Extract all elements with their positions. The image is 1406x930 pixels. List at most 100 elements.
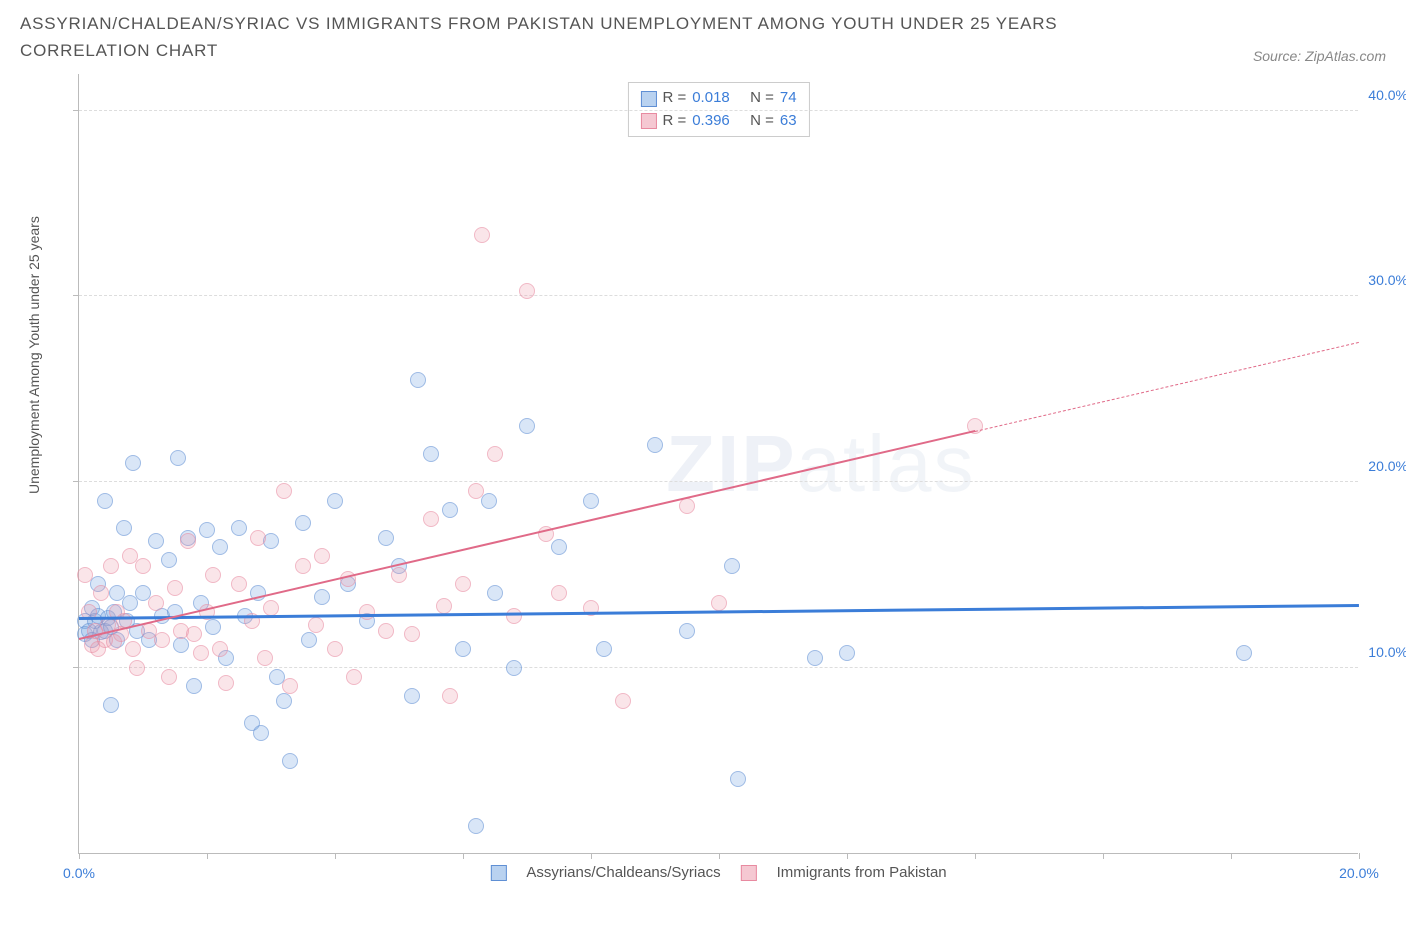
data-point-assyrians: [97, 493, 113, 509]
source-attribution: Source: ZipAtlas.com: [1253, 48, 1386, 64]
chart-title: ASSYRIAN/CHALDEAN/SYRIAC VS IMMIGRANTS F…: [20, 10, 1120, 64]
data-point-pakistan: [474, 227, 490, 243]
x-tick-label: 20.0%: [1339, 865, 1379, 881]
data-point-pakistan: [129, 660, 145, 676]
legend-swatch-blue: [490, 865, 506, 881]
x-tick-label: 0.0%: [63, 865, 95, 881]
data-point-assyrians: [186, 678, 202, 694]
legend-label-assyrians: Assyrians/Chaldeans/Syriacs: [526, 864, 720, 881]
data-point-assyrians: [807, 650, 823, 666]
data-point-assyrians: [442, 502, 458, 518]
data-point-pakistan: [218, 675, 234, 691]
x-tick: [335, 853, 336, 859]
data-point-assyrians: [468, 818, 484, 834]
legend-swatch-pink: [741, 865, 757, 881]
watermark: ZIPatlas: [666, 418, 975, 510]
data-point-pakistan: [193, 645, 209, 661]
data-point-pakistan: [125, 641, 141, 657]
data-point-pakistan: [378, 623, 394, 639]
data-point-assyrians: [205, 619, 221, 635]
data-point-pakistan: [487, 446, 503, 462]
data-point-assyrians: [199, 522, 215, 538]
data-point-assyrians: [103, 697, 119, 713]
data-point-pakistan: [276, 483, 292, 499]
trendline-dashed: [975, 342, 1359, 432]
data-point-pakistan: [93, 585, 109, 601]
x-tick: [1231, 853, 1232, 859]
data-point-pakistan: [77, 567, 93, 583]
stats-row-assyrians: R = 0.018 N = 74: [640, 87, 796, 110]
x-tick: [847, 853, 848, 859]
y-tick: [73, 481, 79, 482]
data-point-assyrians: [1236, 645, 1252, 661]
y-tick: [73, 295, 79, 296]
x-tick: [591, 853, 592, 859]
data-point-assyrians: [378, 530, 394, 546]
data-point-pakistan: [231, 576, 247, 592]
data-point-assyrians: [730, 771, 746, 787]
data-point-pakistan: [148, 595, 164, 611]
data-point-assyrians: [276, 693, 292, 709]
data-point-pakistan: [308, 617, 324, 633]
gridline-h: [79, 481, 1358, 482]
data-point-assyrians: [423, 446, 439, 462]
data-point-assyrians: [231, 520, 247, 536]
data-point-assyrians: [170, 450, 186, 466]
data-point-pakistan: [455, 576, 471, 592]
x-tick: [79, 853, 80, 859]
data-point-assyrians: [125, 455, 141, 471]
data-point-assyrians: [173, 637, 189, 653]
data-point-pakistan: [679, 498, 695, 514]
data-point-assyrians: [253, 725, 269, 741]
data-point-assyrians: [839, 645, 855, 661]
data-point-assyrians: [551, 539, 567, 555]
data-point-pakistan: [519, 283, 535, 299]
data-point-pakistan: [103, 558, 119, 574]
data-point-pakistan: [295, 558, 311, 574]
data-point-assyrians: [596, 641, 612, 657]
y-tick: [73, 110, 79, 111]
data-point-assyrians: [519, 418, 535, 434]
y-axis-label: Unemployment Among Youth under 25 years: [26, 217, 42, 495]
data-point-pakistan: [154, 632, 170, 648]
data-point-assyrians: [647, 437, 663, 453]
y-tick-label: 10.0%: [1368, 644, 1406, 660]
data-point-pakistan: [442, 688, 458, 704]
data-point-pakistan: [282, 678, 298, 694]
data-point-pakistan: [212, 641, 228, 657]
data-point-pakistan: [205, 567, 221, 583]
data-point-assyrians: [282, 753, 298, 769]
data-point-pakistan: [180, 533, 196, 549]
y-tick-label: 30.0%: [1368, 272, 1406, 288]
data-point-pakistan: [250, 530, 266, 546]
data-point-pakistan: [436, 598, 452, 614]
x-tick: [719, 853, 720, 859]
data-point-pakistan: [711, 595, 727, 611]
correlation-chart: Unemployment Among Youth under 25 years …: [20, 64, 1386, 904]
data-point-assyrians: [481, 493, 497, 509]
gridline-h: [79, 667, 1358, 668]
data-point-pakistan: [359, 604, 375, 620]
gridline-h: [79, 295, 1358, 296]
y-tick-label: 20.0%: [1368, 458, 1406, 474]
data-point-pakistan: [346, 669, 362, 685]
data-point-assyrians: [116, 520, 132, 536]
plot-area: ZIPatlas R = 0.018 N = 74 R = 0.396 N = …: [78, 74, 1358, 854]
data-point-pakistan: [327, 641, 343, 657]
data-point-assyrians: [583, 493, 599, 509]
data-point-assyrians: [301, 632, 317, 648]
data-point-assyrians: [212, 539, 228, 555]
data-point-pakistan: [506, 608, 522, 624]
data-point-pakistan: [186, 626, 202, 642]
data-point-assyrians: [404, 688, 420, 704]
data-point-assyrians: [148, 533, 164, 549]
data-point-pakistan: [404, 626, 420, 642]
data-point-pakistan: [257, 650, 273, 666]
data-point-pakistan: [468, 483, 484, 499]
y-tick: [73, 667, 79, 668]
y-tick-label: 40.0%: [1368, 87, 1406, 103]
data-point-pakistan: [167, 580, 183, 596]
data-point-assyrians: [295, 515, 311, 531]
data-point-assyrians: [679, 623, 695, 639]
swatch-blue: [640, 91, 656, 107]
